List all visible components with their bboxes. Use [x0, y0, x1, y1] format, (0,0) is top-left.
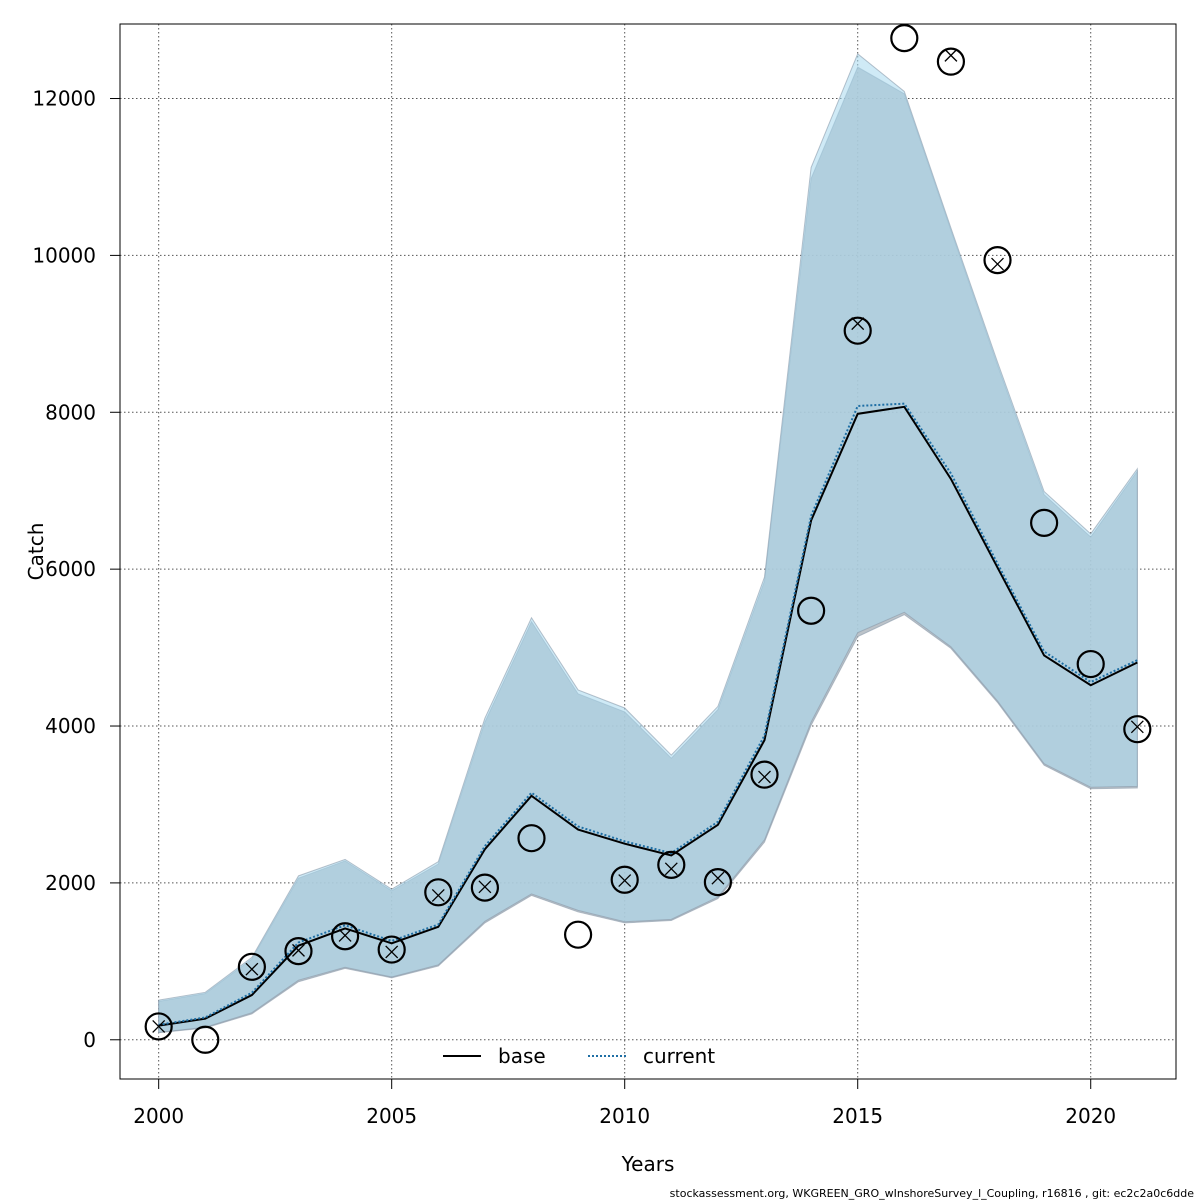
model-point-stroke [758, 770, 771, 784]
band-current [158, 52, 1138, 1033]
observation-point [330, 922, 360, 951]
model-point-stroke [618, 874, 632, 888]
model-point [292, 943, 305, 957]
observation-point [843, 316, 872, 345]
x-axis-title: Years [621, 1152, 675, 1176]
observation-point [563, 920, 593, 949]
y-tick-label: 0 [83, 1028, 96, 1052]
observation-point [750, 760, 779, 789]
model-point-stroke [991, 257, 1004, 271]
legend: base current [443, 1044, 715, 1068]
model-point-stroke [1130, 720, 1144, 734]
model-point [152, 1019, 166, 1033]
axes: 2000 2005 2010 2015 2020 0 2000 4000 6000 8000 100… [32, 87, 1116, 1128]
series-lines [158, 402, 1138, 1027]
x-tick-label: 2000 [133, 1104, 184, 1128]
model-markers [152, 48, 1144, 1033]
confidence-bands [158, 52, 1138, 1034]
observation-point [936, 47, 966, 76]
observation-point [237, 952, 266, 981]
model-point [338, 928, 352, 942]
model-point [385, 945, 399, 959]
model-point-stroke [385, 945, 399, 959]
model-point-stroke [478, 880, 492, 894]
observation-point [703, 868, 733, 897]
model-point-stroke [338, 928, 352, 942]
observation-point [1076, 649, 1105, 679]
model-point [245, 962, 259, 976]
y-tick-label: 4000 [45, 714, 96, 738]
observation-point [797, 596, 826, 625]
x-tick-label: 2015 [832, 1104, 883, 1128]
model-point-stroke [292, 943, 305, 957]
observation-point [657, 850, 686, 879]
observation-point [983, 246, 1012, 275]
y-axis-title: Catch [24, 523, 48, 581]
y-tick-label: 8000 [45, 400, 96, 424]
series-line-base [158, 405, 1138, 1027]
model-point-stroke [245, 962, 259, 976]
model-point [851, 317, 865, 331]
legend-label-base: base [498, 1044, 546, 1068]
observation-point [377, 935, 406, 964]
model-point [431, 888, 445, 902]
observation-point [1030, 508, 1059, 537]
model-point [618, 874, 632, 888]
observation-point [610, 865, 639, 894]
y-tick-label: 10000 [32, 243, 96, 267]
legend-label-current: current [643, 1044, 715, 1068]
model-point-stroke [851, 317, 865, 331]
model-point [664, 862, 678, 876]
y-tick-label: 6000 [45, 557, 96, 581]
model-point-stroke [944, 48, 958, 62]
observation-markers [144, 24, 1152, 1054]
model-point-stroke [664, 862, 678, 876]
footer-credit: stockassessment.org, WKGREEN_GRO_wInshor… [670, 1187, 1195, 1200]
model-point [478, 880, 492, 894]
x-tick-label: 2005 [366, 1104, 417, 1128]
series-line-current [158, 402, 1138, 1026]
observation-point [144, 1012, 173, 1041]
model-point-stroke [152, 1019, 166, 1033]
model-point-stroke [431, 888, 445, 902]
model-point [1130, 720, 1144, 734]
model-point [944, 48, 958, 62]
observation-point [890, 24, 919, 53]
observation-point [470, 873, 499, 902]
model-point [711, 871, 725, 885]
model-point-stroke [711, 871, 725, 885]
observation-point [284, 937, 313, 966]
observation-point [517, 824, 546, 853]
y-tick-label: 2000 [45, 871, 96, 895]
observation-point [1123, 715, 1152, 744]
observation-point [424, 878, 453, 907]
model-point [758, 770, 771, 784]
x-tick-label: 2010 [599, 1104, 650, 1128]
y-tick-label: 12000 [32, 87, 96, 111]
model-point [991, 257, 1004, 271]
x-tick-label: 2020 [1065, 1104, 1116, 1128]
observation-point [191, 1025, 220, 1054]
